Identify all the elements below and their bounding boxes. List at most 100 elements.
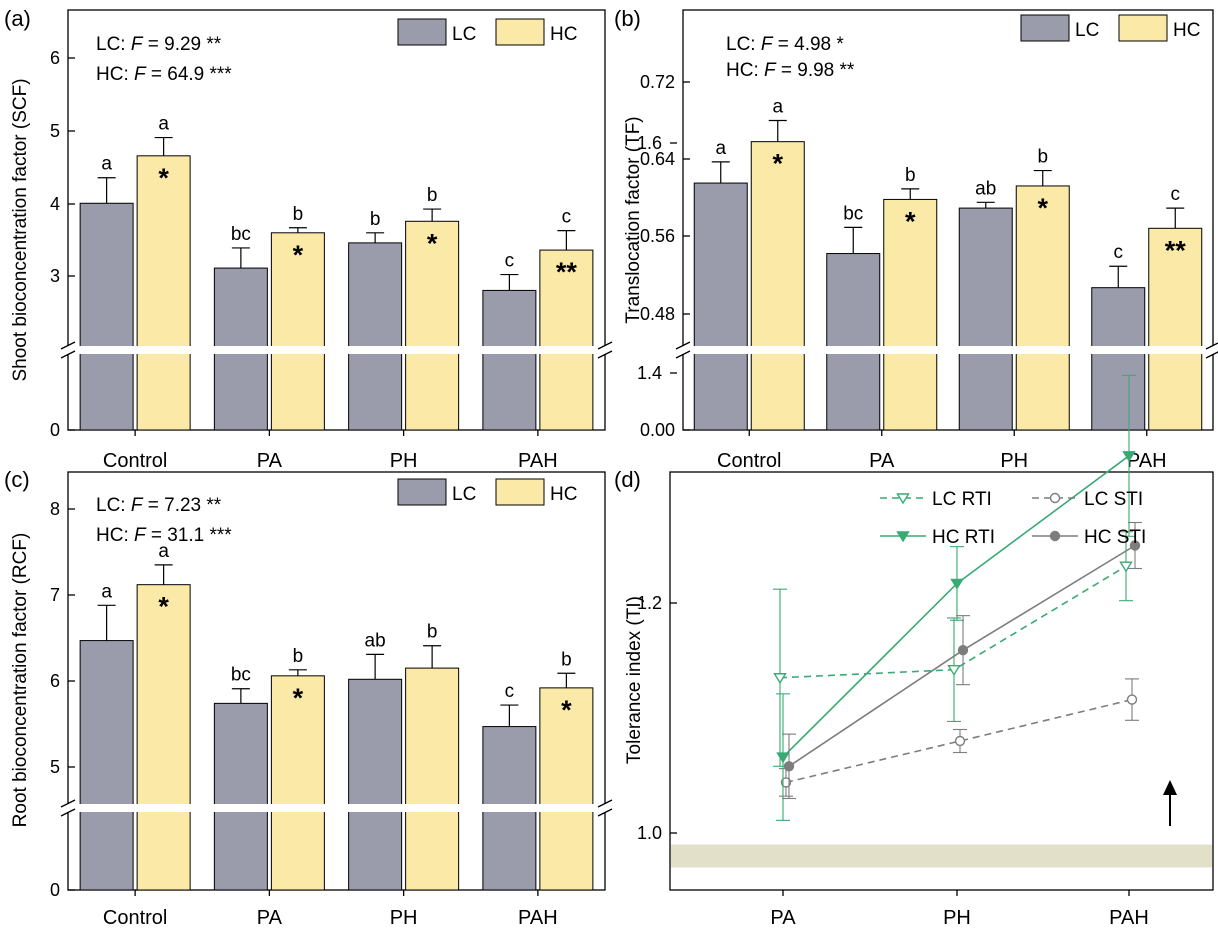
asterisk-mark: * — [293, 240, 304, 270]
reference-band — [671, 844, 1212, 868]
y-tick-label: 0.48 — [640, 304, 675, 324]
asterisk-mark: * — [427, 228, 438, 258]
significance-letter: a — [158, 541, 169, 562]
y-tick-label: 1.2 — [637, 593, 662, 613]
data-point-lc-rti — [773, 673, 787, 685]
f-statistic: LC: F = 9.29 ** — [96, 34, 222, 55]
panel-d: 1.0 1.2 1.4 1.6 PA PH PAH Tolerance index (TI) (… — [614, 133, 1214, 928]
significance-letter: a — [101, 581, 112, 602]
data-point-lc-rti — [947, 665, 961, 677]
y-tick-label: 3 — [50, 266, 60, 286]
significance-letter: b — [293, 646, 304, 667]
legend-swatch-hc — [495, 18, 545, 46]
legend-swatch-lc — [1020, 14, 1070, 42]
x-tick-label: PAH — [1109, 907, 1149, 928]
legend-label-lc: LC — [452, 24, 476, 45]
y-axis-label: Tolerance index (TI) — [624, 596, 645, 764]
significance-letter: c — [562, 207, 572, 228]
y-tick-label: 1.4 — [637, 363, 662, 383]
legend-label-hc-rti: HC RTI — [932, 527, 995, 548]
bar-lc-pah — [1091, 287, 1146, 431]
y-tick-label: 6 — [50, 671, 60, 691]
y-tick-label: 5 — [50, 757, 60, 777]
data-point-lc-sti — [780, 777, 792, 788]
bar-lc-ph — [348, 678, 403, 891]
significance-letter: a — [772, 97, 783, 118]
legend-label-lc-sti: LC STI — [1084, 489, 1143, 510]
axis-break-mark — [675, 341, 691, 350]
bar-hc-pah — [539, 687, 594, 891]
data-point-lc-rti — [1119, 561, 1133, 573]
asterisk-mark: * — [561, 695, 572, 725]
significance-letter: c — [505, 681, 515, 702]
y-tick-label: 1.6 — [637, 133, 662, 153]
x-tick-label: Control — [717, 450, 781, 472]
bar-hc-pa — [270, 675, 325, 891]
y-tick-label: 0 — [50, 420, 60, 440]
asterisk-mark: * — [1037, 193, 1048, 223]
significance-letter: b — [561, 649, 572, 670]
significance-letter: c — [1171, 184, 1181, 205]
significance-letter: a — [715, 138, 726, 159]
bar-hc-control — [136, 155, 191, 431]
legend-marker — [896, 531, 910, 543]
y-tick-label: 0 — [50, 880, 60, 900]
significance-letter: bc — [231, 224, 251, 245]
bar-hc-control — [750, 141, 805, 431]
legend-label-hc: HC — [1173, 20, 1200, 41]
significance-letter: bc — [231, 665, 251, 686]
significance-letter: b — [427, 185, 438, 206]
bar-lc-ph — [348, 242, 403, 431]
significance-letter: bc — [843, 203, 863, 224]
bar-hc-control — [136, 584, 191, 891]
significance-letter: b — [293, 204, 304, 225]
bar-lc-ph — [958, 207, 1013, 431]
axis-break-mark — [60, 350, 76, 359]
legend-marker — [896, 493, 910, 505]
panel-label: (d) — [614, 467, 641, 492]
bar-hc-pa — [883, 198, 938, 431]
y-tick-label: 8 — [50, 499, 60, 519]
y-axis-label: Root bioconcentration factor (RCF) — [10, 533, 31, 828]
plot-frame — [682, 9, 1214, 431]
legend-marker — [1049, 530, 1061, 542]
f-statistic: HC: F = 64.9 *** — [96, 64, 232, 85]
bar-lc-pa — [826, 253, 881, 431]
asterisk-mark: ** — [1165, 235, 1187, 265]
legend-swatch-hc — [495, 478, 545, 506]
bar-hc-pah — [539, 249, 594, 431]
legend-label-hc-sti: HC STI — [1084, 527, 1146, 548]
y-tick-label: 6 — [50, 48, 60, 68]
asterisk-mark: * — [158, 163, 169, 193]
bar-hc-ph — [1015, 185, 1070, 431]
bar-hc-ph — [405, 220, 460, 431]
significance-letter: a — [158, 114, 169, 135]
x-tick-label: PA — [770, 907, 796, 928]
y-axis-label: Translocation factor (TF) — [623, 116, 644, 323]
panel-label: (b) — [614, 6, 641, 31]
legend-label-hc: HC — [550, 24, 577, 45]
f-statistic: HC: F = 9.98 ** — [726, 60, 855, 81]
bar-hc-ph — [405, 667, 460, 891]
plot-frame — [669, 471, 1214, 891]
legend-swatch-lc — [397, 478, 447, 506]
f-statistic: LC: F = 7.23 ** — [96, 495, 222, 516]
asterisk-mark: * — [772, 149, 783, 179]
axis-break-mark — [60, 808, 76, 817]
f-statistic: HC: F = 31.1 *** — [96, 525, 232, 546]
axis-break-mark — [597, 799, 613, 808]
axis-break-gap — [663, 346, 1218, 354]
legend-label-hc: HC — [550, 484, 577, 505]
legend-label-lc: LC — [452, 484, 476, 505]
data-point-hc-sti — [957, 644, 969, 656]
y-axis-label: Shoot bioconcentration factor (SCF) — [10, 78, 31, 381]
x-tick-label: Control — [103, 907, 167, 928]
data-point-lc-sti — [954, 735, 966, 747]
y-tick-label: 5 — [50, 121, 60, 141]
x-tick-label: PA — [869, 450, 895, 472]
data-point-hc-sti — [1129, 540, 1141, 551]
significance-letter: ab — [365, 630, 386, 651]
significance-letter: b — [370, 209, 381, 230]
